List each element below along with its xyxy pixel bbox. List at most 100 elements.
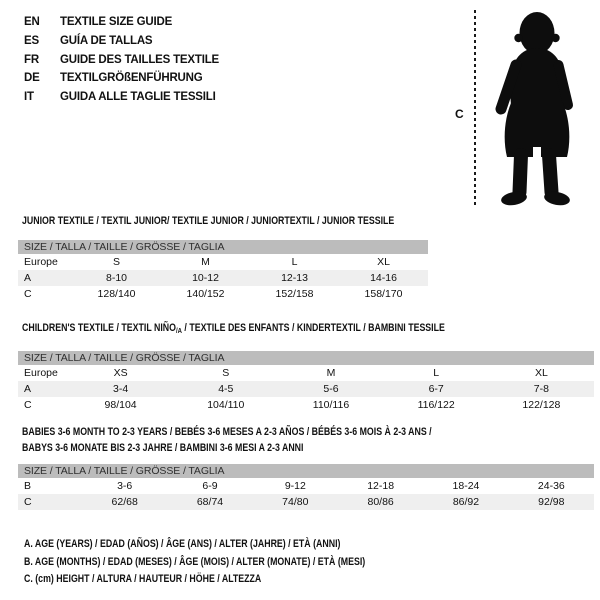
size-cell: 62/68 xyxy=(111,496,138,508)
size-cell: 3-4 xyxy=(113,383,129,395)
babies-size-table: SIZE / TALLA / TAILLE / GRÖSSE / TAGLIA … xyxy=(18,464,594,510)
babies-table-title-line1: BABIES 3-6 MONTH TO 2-3 YEARS / BEBÉS 3-… xyxy=(22,426,432,438)
junior-table-title-text: JUNIOR TEXTILE / TEXTIL JUNIOR/ TEXTILE … xyxy=(22,215,395,227)
table-header-row: SIZE / TALLA / TAILLE / GRÖSSE / TAGLIA xyxy=(18,351,594,365)
table-row-europe: Europe XS S M L XL xyxy=(18,365,594,381)
size-cell: 116/122 xyxy=(417,399,455,411)
babies-table-title-line2: BABYS 3-6 MONATE BIS 2-3 JAHRE / BAMBINI… xyxy=(22,442,304,454)
height-dashed-line xyxy=(474,10,476,208)
children-table-title-text: CHILDREN'S TEXTILE / TEXTIL NIÑO/A / TEX… xyxy=(22,322,445,337)
row-label: C xyxy=(24,399,32,411)
size-cell: 4-5 xyxy=(218,383,234,395)
language-row-it: IT GUIDA ALLE TAGLIE TESSILI xyxy=(24,88,219,107)
size-cell: 98/104 xyxy=(104,399,137,411)
size-cell: 152/158 xyxy=(275,288,314,300)
note-age-months: B. AGE (MONTHS) / EDAD (MESES) / ÂGE (MO… xyxy=(24,554,451,572)
language-code: FR xyxy=(24,53,39,66)
language-title: GUIDE DES TAILLES TEXTILE xyxy=(60,53,219,66)
language-title: TEXTILE SIZE GUIDE xyxy=(60,16,173,28)
language-title: GUÍA DE TALLAS xyxy=(60,34,153,47)
children-table-section: CHILDREN'S TEXTILE / TEXTIL NIÑO/A / TEX… xyxy=(18,322,594,413)
size-cell: 10-12 xyxy=(192,272,219,284)
size-cell: L xyxy=(433,367,440,379)
title-text: / TEXTILE DES ENFANTS / KINDERTEXTIL / B… xyxy=(181,322,445,334)
note-age-years: A. AGE (YEARS) / EDAD (AÑOS) / ÂGE (ANS)… xyxy=(24,536,451,554)
size-cell: 110/116 xyxy=(312,399,350,411)
children-table-title: CHILDREN'S TEXTILE / TEXTIL NIÑO/A / TEX… xyxy=(18,322,594,337)
row-label: C xyxy=(24,288,32,300)
size-cell: 3-6 xyxy=(117,480,133,492)
size-cell: 68/74 xyxy=(196,496,224,508)
junior-size-table: SIZE / TALLA / TAILLE / GRÖSSE / TAGLIA … xyxy=(18,240,428,302)
size-cell: 18-24 xyxy=(452,480,480,492)
language-code: IT xyxy=(24,91,34,104)
row-label: Europe xyxy=(24,367,58,379)
baby-silhouette-icon xyxy=(495,12,573,206)
language-row-en: EN TEXTILE SIZE GUIDE xyxy=(24,13,219,32)
table-row-age-months: B 3-6 6-9 9-12 12-18 18-24 24-36 xyxy=(18,478,594,494)
row-label: B xyxy=(24,480,32,492)
row-label: A xyxy=(24,272,32,284)
size-cell: 14-16 xyxy=(370,272,397,284)
table-row-europe: Europe S M L XL xyxy=(18,254,428,270)
row-label: Europe xyxy=(24,256,58,268)
title-text: CHILDREN'S TEXTILE / TEXTIL NIÑO xyxy=(22,322,176,334)
note-text: B. AGE (MONTHS) / EDAD (MESES) / ÂGE (MO… xyxy=(24,555,366,568)
table-row-age: A 3-4 4-5 5-6 6-7 7-8 xyxy=(18,381,594,397)
babies-table-section: BABIES 3-6 MONTH TO 2-3 YEARS / BEBÉS 3-… xyxy=(18,424,594,510)
size-cell: 140/152 xyxy=(186,288,225,300)
size-cell: 9-12 xyxy=(284,480,306,492)
size-cell: L xyxy=(291,256,298,268)
note-text: C. (cm) HEIGHT / ALTURA / HAUTEUR / HÖHE… xyxy=(24,573,262,585)
row-label: C xyxy=(24,496,32,508)
language-code: EN xyxy=(24,16,40,28)
language-list: EN TEXTILE SIZE GUIDE ES GUÍA DE TALLAS … xyxy=(24,13,219,107)
size-cell: 86/92 xyxy=(452,496,480,508)
language-code: ES xyxy=(24,34,39,47)
size-cell: 128/140 xyxy=(97,288,136,300)
size-cell: XS xyxy=(113,367,128,379)
language-title: GUIDA ALLE TAGLIE TESSILI xyxy=(60,91,216,104)
size-cell: XL xyxy=(534,367,548,379)
size-cell: M xyxy=(326,367,336,379)
size-cell: 92/98 xyxy=(538,496,565,508)
language-row-es: ES GUÍA DE TALLAS xyxy=(24,32,219,51)
size-header-bar: SIZE / TALLA / TAILLE / GRÖSSE / TAGLIA xyxy=(18,464,594,478)
size-cell: S xyxy=(222,367,230,379)
table-header-row: SIZE / TALLA / TAILLE / GRÖSSE / TAGLIA xyxy=(18,240,428,254)
table-row-height: C 98/104 104/110 110/116 116/122 122/128 xyxy=(18,397,594,413)
language-title: TEXTILGRÖßENFÜHRUNG xyxy=(60,72,203,85)
babies-table-title: BABIES 3-6 MONTH TO 2-3 YEARS / BEBÉS 3-… xyxy=(18,424,594,456)
size-cell: 8-10 xyxy=(105,272,127,284)
size-header-bar: SIZE / TALLA / TAILLE / GRÖSSE / TAGLIA xyxy=(18,240,428,254)
junior-table-title: JUNIOR TEXTILE / TEXTIL JUNIOR/ TEXTILE … xyxy=(18,215,428,227)
size-cell: 6-9 xyxy=(202,480,218,492)
size-cell: 104/110 xyxy=(207,399,245,411)
children-size-table: SIZE / TALLA / TAILLE / GRÖSSE / TAGLIA … xyxy=(18,351,594,413)
row-label: A xyxy=(24,383,32,395)
size-cell: 24-36 xyxy=(537,480,565,492)
language-code: DE xyxy=(24,72,40,85)
size-cell: 80/86 xyxy=(367,496,394,508)
language-row-fr: FR GUIDE DES TAILLES TEXTILE xyxy=(24,51,219,70)
size-cell: 6-7 xyxy=(428,383,444,395)
size-cell: 158/170 xyxy=(364,288,403,300)
size-cell: 5-6 xyxy=(323,383,339,395)
language-row-de: DE TEXTILGRÖßENFÜHRUNG xyxy=(24,69,219,88)
table-header-row: SIZE / TALLA / TAILLE / GRÖSSE / TAGLIA xyxy=(18,464,594,478)
note-text: A. AGE (YEARS) / EDAD (AÑOS) / ÂGE (ANS)… xyxy=(24,538,341,550)
size-cell: S xyxy=(112,256,120,268)
size-header-bar: SIZE / TALLA / TAILLE / GRÖSSE / TAGLIA xyxy=(18,351,594,365)
table-row-age: A 8-10 10-12 12-13 14-16 xyxy=(18,270,428,286)
size-cell: 7-8 xyxy=(533,383,549,395)
height-measure-label: C xyxy=(455,107,464,121)
junior-table-section: JUNIOR TEXTILE / TEXTIL JUNIOR/ TEXTILE … xyxy=(18,215,428,302)
size-cell: XL xyxy=(377,256,390,268)
title-subscript: /A xyxy=(175,326,182,335)
size-cell: 12-13 xyxy=(281,272,308,284)
size-cell: M xyxy=(201,256,210,268)
table-row-height: C 128/140 140/152 152/158 158/170 xyxy=(18,286,428,302)
size-cell: 12-18 xyxy=(367,480,395,492)
table-row-height: C 62/68 68/74 74/80 80/86 86/92 92/98 xyxy=(18,494,594,510)
